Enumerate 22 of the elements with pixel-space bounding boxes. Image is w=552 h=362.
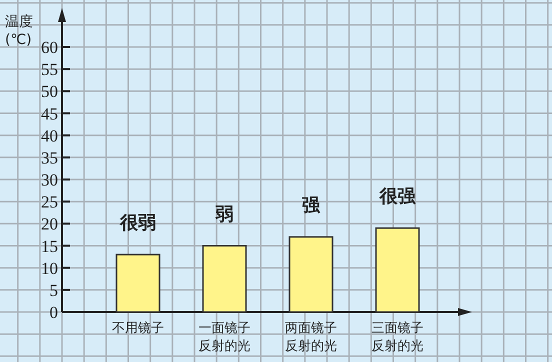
y-tick-label: 30 (41, 170, 58, 190)
annotation: 弱 (214, 204, 234, 225)
y-tick-label: 20 (41, 214, 58, 234)
annotation: 强 (302, 194, 321, 216)
y-tick-label: 15 (41, 236, 58, 256)
x-tick-label: 两面镜子反射的光 (285, 321, 337, 354)
x-tick-label: 不用镜子 (112, 321, 164, 336)
x-tick-label: 三面镜子反射的光 (372, 321, 424, 354)
y-tick-label: 60 (41, 38, 58, 57)
y-tick-label: 45 (41, 104, 58, 124)
y-tick-label: 35 (41, 148, 58, 168)
y-tick-label: 10 (41, 258, 58, 278)
y-tick-label: 5 (50, 280, 58, 300)
y-tick-label: 50 (41, 82, 58, 102)
x-tick-label: 一面镜子反射的光 (198, 321, 250, 354)
y-tick-label: 25 (41, 192, 58, 212)
y-tick-label: 55 (41, 60, 58, 80)
annotation: 很强 (378, 186, 416, 208)
annotation: 很弱 (119, 212, 156, 234)
y-axis-title: 温度(℃) (5, 14, 33, 48)
y-tick-label: 0 (50, 303, 58, 322)
y-tick-label: 40 (41, 126, 58, 146)
